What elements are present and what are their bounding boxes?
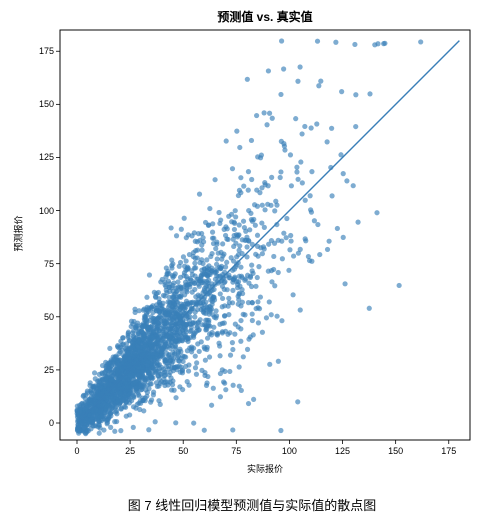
x-tick-label: 150 — [388, 446, 403, 456]
x-tick-label: 25 — [125, 446, 135, 456]
y-tick-label: 25 — [24, 365, 54, 375]
y-tick-label: 50 — [24, 312, 54, 322]
x-tick-label: 100 — [282, 446, 297, 456]
x-tick-label: 175 — [441, 446, 456, 456]
y-tick-label: 150 — [24, 99, 54, 109]
figure-caption: 图 7 线性回归模型预测值与实际值的散点图 — [0, 495, 504, 514]
y-axis-label: 预测报价 — [12, 204, 25, 264]
x-tick-label: 0 — [74, 446, 79, 456]
y-tick-label: 75 — [24, 259, 54, 269]
x-axis-label: 实际报价 — [60, 462, 470, 475]
figure-container: 预测值 vs. 真实值 预测报价 实际报价 图 7 线性回归模型预测值与实际值的… — [0, 0, 504, 529]
y-tick-label: 0 — [24, 418, 54, 428]
x-tick-label: 50 — [178, 446, 188, 456]
y-tick-label: 175 — [24, 46, 54, 56]
x-tick-label: 75 — [231, 446, 241, 456]
y-tick-label: 100 — [24, 206, 54, 216]
y-tick-label: 125 — [24, 152, 54, 162]
x-tick-label: 125 — [335, 446, 350, 456]
